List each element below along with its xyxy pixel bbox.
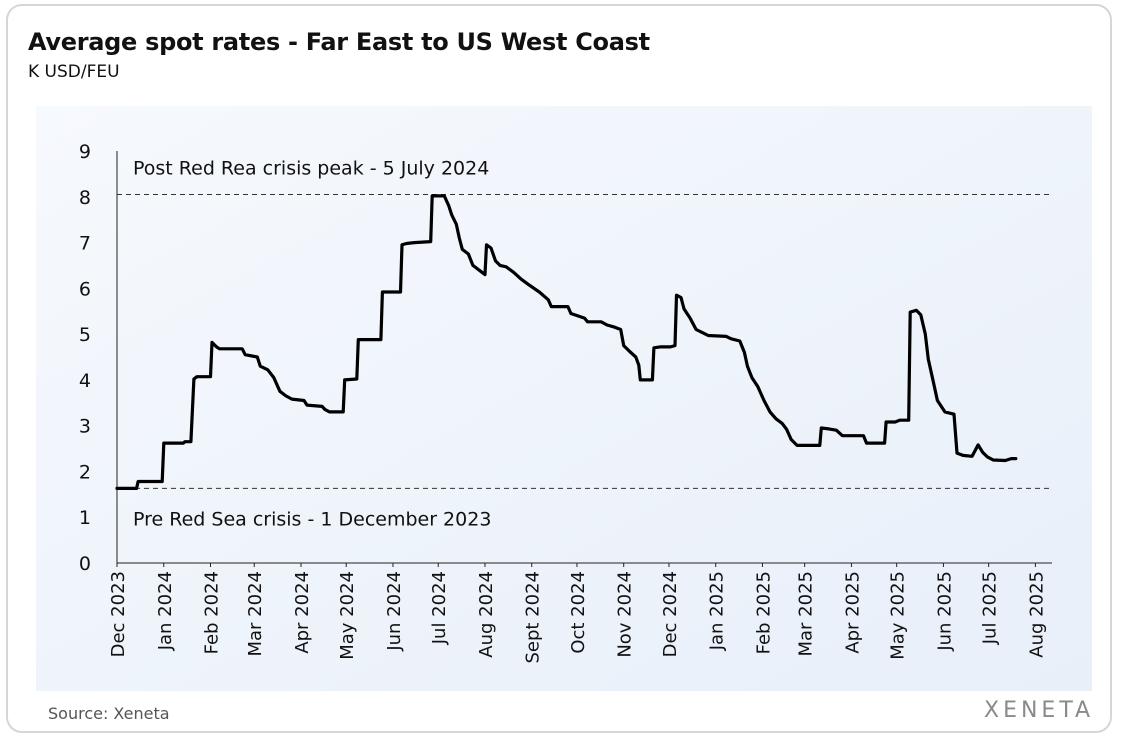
axes xyxy=(116,151,1052,564)
chart-title: Average spot rates - Far East to US West… xyxy=(28,28,650,56)
y-tick-label: 9 xyxy=(79,141,91,163)
x-tick-label: Jan 2024 xyxy=(155,571,176,651)
x-tick-label: Jul 2024 xyxy=(429,571,450,645)
series-group xyxy=(115,194,1018,490)
xeneta-logo: XENETA xyxy=(984,698,1095,723)
y-tick-label: 7 xyxy=(79,233,91,255)
x-tick-label: May 2025 xyxy=(888,571,909,660)
x-tick-label: Jul 2025 xyxy=(980,571,1001,645)
y-tick-label: 1 xyxy=(79,507,91,529)
x-tick-labels: Dec 2023 Jan 2024 Feb 2024 Mar 2024 Apr 2024… xyxy=(108,563,1047,664)
source-note: Source: Xeneta xyxy=(48,704,170,723)
x-tick-label: Jan 2025 xyxy=(707,571,728,651)
x-tick-label: May 2024 xyxy=(337,571,358,660)
x-tick-label: Feb 2025 xyxy=(753,571,774,654)
x-tick-label: Mar 2025 xyxy=(796,571,817,657)
y-tick-label: 6 xyxy=(79,278,91,300)
y-tick-label: 5 xyxy=(79,324,91,346)
x-tick-label: Jun 2024 xyxy=(384,571,405,652)
y-tick-label: 8 xyxy=(79,187,91,209)
y-tick-label: 0 xyxy=(79,553,91,575)
y-tick-label: 4 xyxy=(79,370,91,392)
x-tick-label: Aug 2025 xyxy=(1026,571,1047,658)
chart-subtitle: K USD/FEU xyxy=(28,62,120,82)
reference-line-label: Post Red Rea crisis peak - 5 July 2024 xyxy=(133,157,489,179)
x-tick-label: Feb 2024 xyxy=(202,571,223,654)
x-tick-label: Nov 2024 xyxy=(615,571,636,658)
plot-background xyxy=(36,106,1092,691)
x-tick-label: Dec 2023 xyxy=(108,571,129,657)
x-tick-label: Dec 2024 xyxy=(660,571,681,657)
x-tick-label: Sept 2024 xyxy=(523,571,544,664)
y-tick-label: 2 xyxy=(79,461,91,483)
x-tick-label: Mar 2024 xyxy=(245,571,266,657)
x-tick-label: Jun 2025 xyxy=(934,571,955,652)
x-tick-label: Oct 2024 xyxy=(568,571,589,654)
x-tick-label: Apr 2025 xyxy=(842,571,863,654)
reference-line-label: Pre Red Sea crisis - 1 December 2023 xyxy=(133,508,491,530)
y-tick-label: 3 xyxy=(79,416,91,438)
series-line xyxy=(115,194,1018,490)
y-tick-labels: 0 1 2 3 4 5 6 7 8 9 xyxy=(79,141,91,575)
x-tick-label: Apr 2024 xyxy=(292,571,313,654)
x-tick-label: Aug 2024 xyxy=(476,571,497,658)
reference-lines: Post Red Rea crisis peak - 5 July 2024 Pr… xyxy=(117,157,1052,530)
